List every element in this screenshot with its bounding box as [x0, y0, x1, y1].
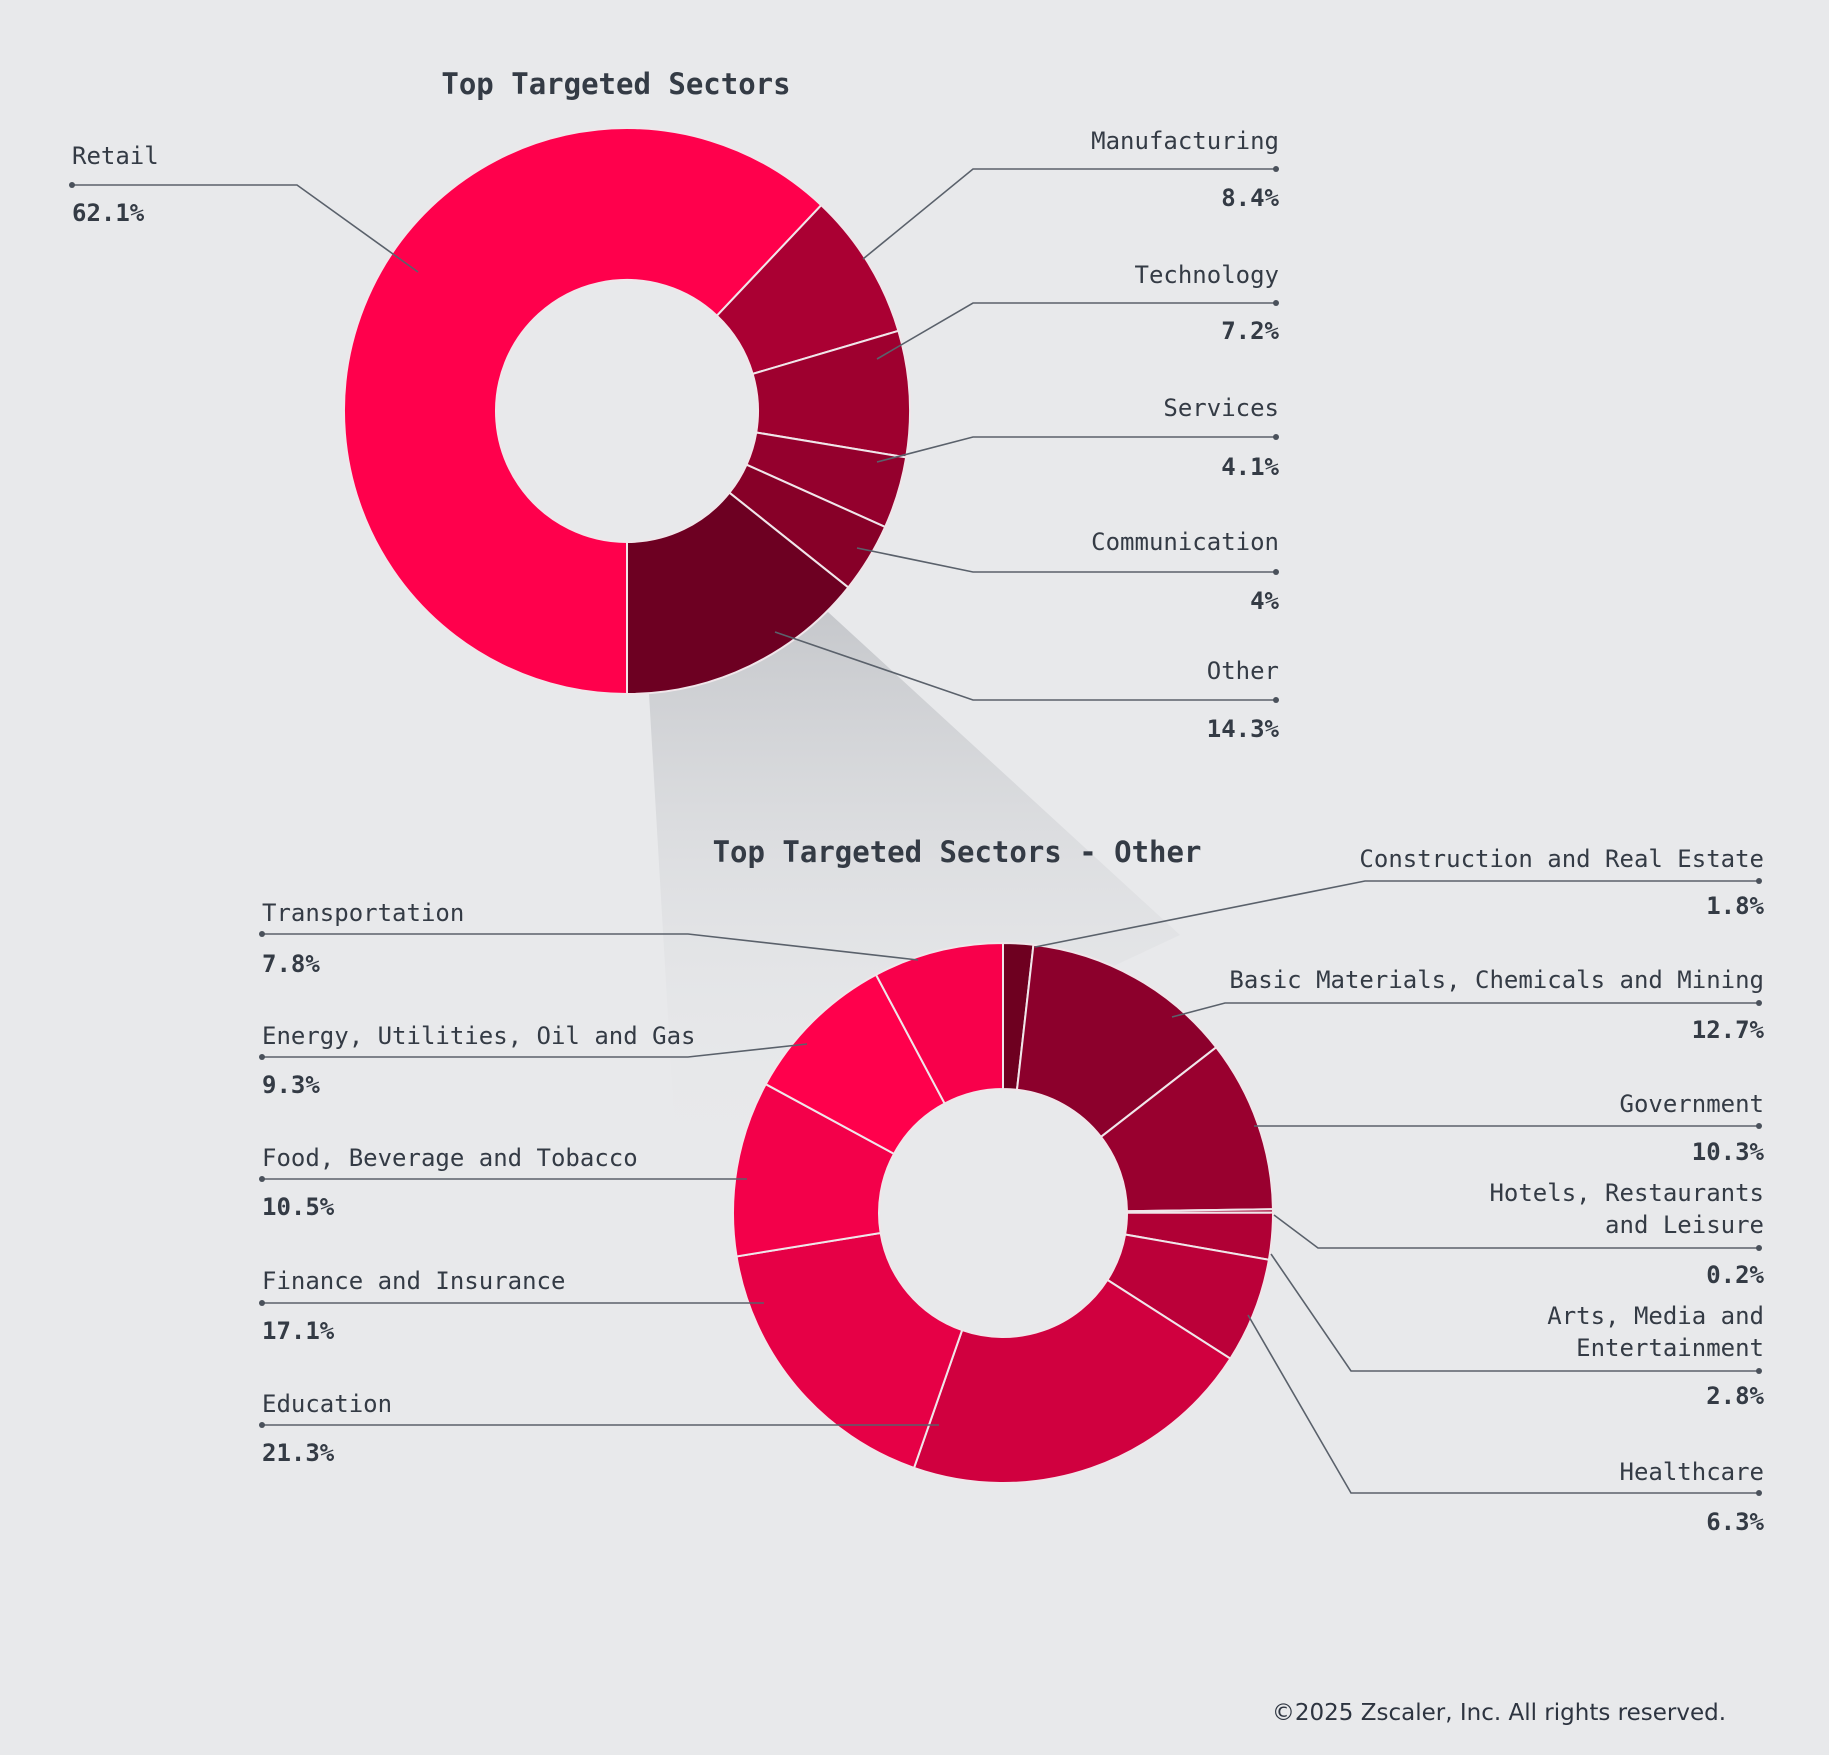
top-value-communication: 4% [1250, 587, 1279, 615]
other-leader-dot-transportation [259, 931, 265, 937]
top-leader-dot-technology [1273, 300, 1279, 306]
other-label-healthcare: Healthcare [1620, 1458, 1765, 1486]
top-leader-manufacturing [862, 168, 1276, 260]
top-label-technology: Technology [1135, 261, 1280, 289]
other-leader-energy-utilities-oil-and-gas [262, 1043, 808, 1058]
chart-title-other: Top Targeted Sectors - Other [713, 835, 1202, 869]
other-leader-dot-arts-media-and-entertainment [1756, 1368, 1762, 1374]
top-leader-dot-manufacturing [1273, 166, 1279, 172]
other-value-education: 21.3% [262, 1439, 335, 1467]
other-value-healthcare: 6.3% [1706, 1508, 1764, 1536]
other-label-hotels-restaurants-and-leisure: Hotels, Restaurants [1489, 1179, 1764, 1207]
copyright-footer: ©2025 Zscaler, Inc. All rights reserved. [1271, 1700, 1726, 1726]
other-label-arts-media-and-entertainment: Entertainment [1576, 1334, 1764, 1362]
other-value-government: 10.3% [1692, 1138, 1765, 1166]
top-leader-dot-other [1273, 697, 1279, 703]
other-value-food-beverage-and-tobacco: 10.5% [262, 1193, 335, 1221]
other-label-education: Education [262, 1390, 392, 1418]
other-label-government: Government [1620, 1090, 1765, 1118]
other-leader-dot-construction-and-real-estate [1756, 878, 1762, 884]
other-label-transportation: Transportation [262, 899, 464, 927]
top-label-communication: Communication [1091, 528, 1279, 556]
top-leader-communication [856, 547, 1276, 573]
top-leader-retail [72, 184, 419, 273]
other-label-construction-and-real-estate: Construction and Real Estate [1359, 845, 1764, 873]
other-label-basic-materials-chemicals-and-mining: Basic Materials, Chemicals and Mining [1229, 966, 1764, 994]
other-leader-dot-energy-utilities-oil-and-gas [259, 1054, 265, 1060]
other-value-basic-materials-chemicals-and-mining: 12.7% [1692, 1016, 1765, 1044]
top-leader-dot-communication [1273, 569, 1279, 575]
other-leader-dot-finance-and-insurance [259, 1300, 265, 1306]
other-value-construction-and-real-estate: 1.8% [1706, 892, 1764, 920]
top-leader-other [774, 631, 1276, 701]
top-slice-retail [343, 127, 823, 696]
top-leader-dot-retail [69, 182, 75, 188]
other-label-food-beverage-and-tobacco: Food, Beverage and Tobacco [262, 1144, 638, 1172]
other-slice-basic-materials-chemicals-and-mining [1015, 943, 1218, 1139]
other-value-arts-media-and-entertainment: 2.8% [1706, 1382, 1764, 1410]
top-label-manufacturing: Manufacturing [1091, 127, 1279, 155]
other-label-finance-and-insurance: Finance and Insurance [262, 1267, 565, 1295]
other-value-energy-utilities-oil-and-gas: 9.3% [262, 1071, 320, 1099]
chart-title-top: Top Targeted Sectors [441, 67, 790, 101]
other-value-hotels-restaurants-and-leisure: 0.2% [1706, 1261, 1764, 1289]
other-leader-dot-basic-materials-chemicals-and-mining [1756, 1000, 1762, 1006]
other-value-transportation: 7.8% [262, 950, 320, 978]
other-leader-transportation [262, 933, 919, 961]
other-label-arts-media-and-entertainment: Arts, Media and [1547, 1302, 1764, 1330]
top-value-other: 14.3% [1207, 715, 1280, 743]
other-value-finance-and-insurance: 17.1% [262, 1317, 335, 1345]
zoom-connector-shadow [649, 612, 1180, 1170]
other-slice-education [912, 1278, 1232, 1484]
other-leader-hotels-restaurants-and-leisure [1273, 1214, 1759, 1249]
other-leader-arts-media-and-entertainment [1270, 1253, 1759, 1372]
other-label-hotels-restaurants-and-leisure: and Leisure [1605, 1211, 1764, 1239]
top-slice-other [626, 491, 850, 696]
other-leader-dot-government [1756, 1123, 1762, 1129]
top-leader-services [876, 436, 1276, 463]
other-leader-healthcare [1247, 1314, 1759, 1494]
other-leader-basic-materials-chemicals-and-mining [1171, 1002, 1759, 1018]
other-leader-dot-healthcare [1756, 1490, 1762, 1496]
top-value-services: 4.1% [1221, 453, 1279, 481]
top-value-retail: 62.1% [72, 199, 145, 227]
top-label-retail: Retail [72, 142, 159, 170]
top-label-services: Services [1163, 394, 1279, 422]
other-slice-finance-and-insurance [735, 1231, 964, 1470]
other-leader-dot-food-beverage-and-tobacco [259, 1176, 265, 1182]
other-leader-construction-and-real-estate [1034, 880, 1759, 948]
top-value-manufacturing: 8.4% [1221, 184, 1279, 212]
other-leader-dot-hotels-restaurants-and-leisure [1756, 1245, 1762, 1251]
top-leader-technology [876, 302, 1276, 360]
top-label-other: Other [1207, 657, 1279, 685]
top-leader-dot-services [1273, 434, 1279, 440]
other-leader-dot-education [259, 1422, 265, 1428]
other-label-energy-utilities-oil-and-gas: Energy, Utilities, Oil and Gas [262, 1022, 695, 1050]
top-value-technology: 7.2% [1221, 317, 1279, 345]
